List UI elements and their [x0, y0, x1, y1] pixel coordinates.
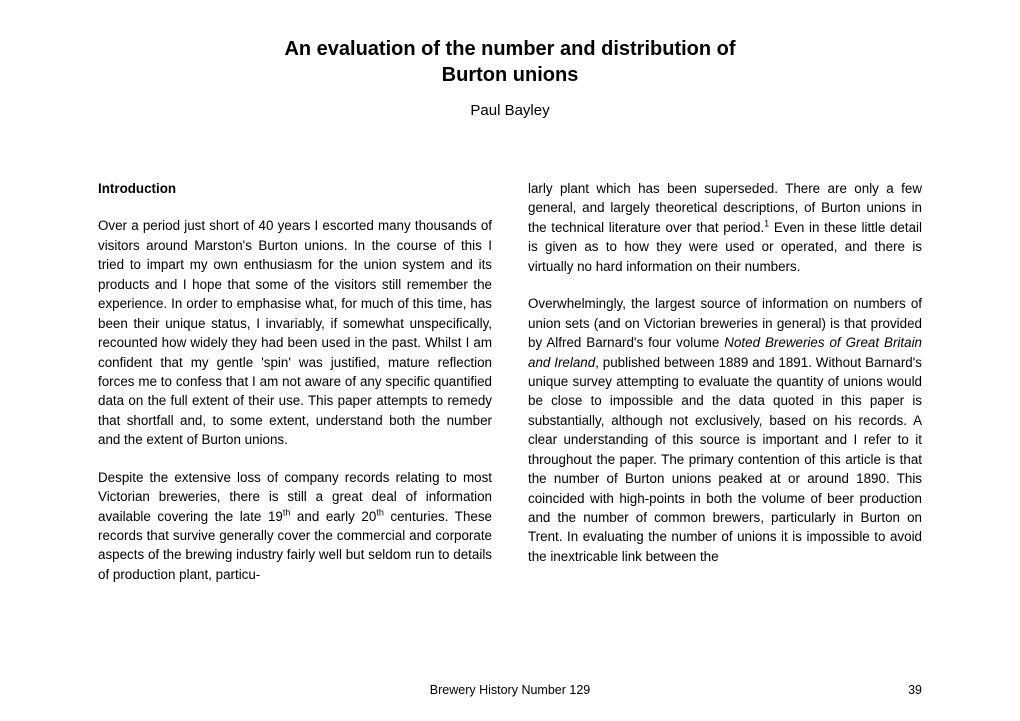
author-name: Paul Bayley — [98, 102, 922, 119]
ordinal-suffix: th — [376, 507, 384, 517]
page-footer: Brewery History Number 129 39 — [98, 683, 922, 697]
paragraph: larly plant which has been superseded. T… — [528, 179, 922, 276]
title-line-2: Burton unions — [442, 64, 579, 86]
column-right: larly plant which has been superseded. T… — [528, 179, 922, 584]
text-run: and early 20 — [290, 509, 376, 524]
text-run: , published between 1889 and 1891. Witho… — [528, 355, 922, 564]
title-line-1: An evaluation of the number and distribu… — [284, 38, 735, 60]
column-left: Introduction Over a period just short of… — [98, 179, 492, 584]
text-columns: Introduction Over a period just short of… — [98, 179, 922, 584]
section-heading: Introduction — [98, 179, 492, 198]
paragraph: Over a period just short of 40 years I e… — [98, 216, 492, 449]
paragraph: Overwhelmingly, the largest source of in… — [528, 294, 922, 566]
article-title: An evaluation of the number and distribu… — [98, 36, 922, 88]
footer-journal: Brewery History Number 129 — [98, 683, 922, 697]
paragraph: Despite the extensive loss of company re… — [98, 468, 492, 585]
